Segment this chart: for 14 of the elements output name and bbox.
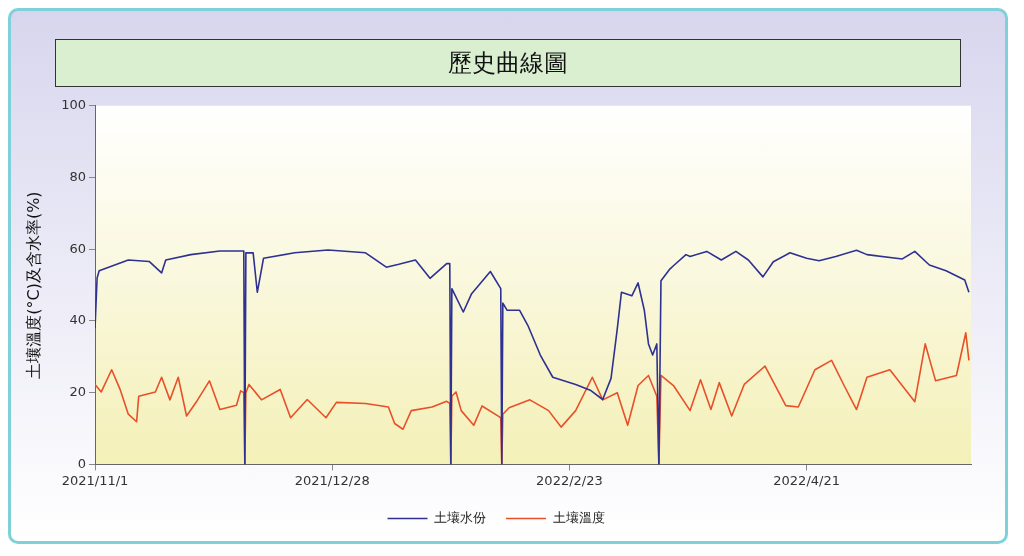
y-tick-label: 0	[77, 455, 87, 471]
y-tick-label: 60	[69, 240, 87, 256]
y-tick-label: 40	[69, 312, 87, 328]
y-tick-label: 20	[69, 384, 87, 400]
legend-label: 土壤水份	[434, 509, 486, 525]
x-tick-label: 2022/4/21	[773, 472, 840, 488]
chart-title: 歷史曲線圖	[55, 39, 961, 87]
x-tick-label: 2022/2/23	[536, 472, 603, 488]
legend-label: 土壤溫度	[552, 509, 605, 525]
y-axis-title: 土壤溫度(°C)及含水率(%)	[23, 191, 43, 379]
y-tick-label: 100	[61, 97, 87, 113]
x-tick-label: 2021/11/1	[61, 472, 129, 488]
x-tick-label: 2021/12/28	[294, 472, 370, 488]
y-tick-label: 80	[69, 168, 87, 184]
